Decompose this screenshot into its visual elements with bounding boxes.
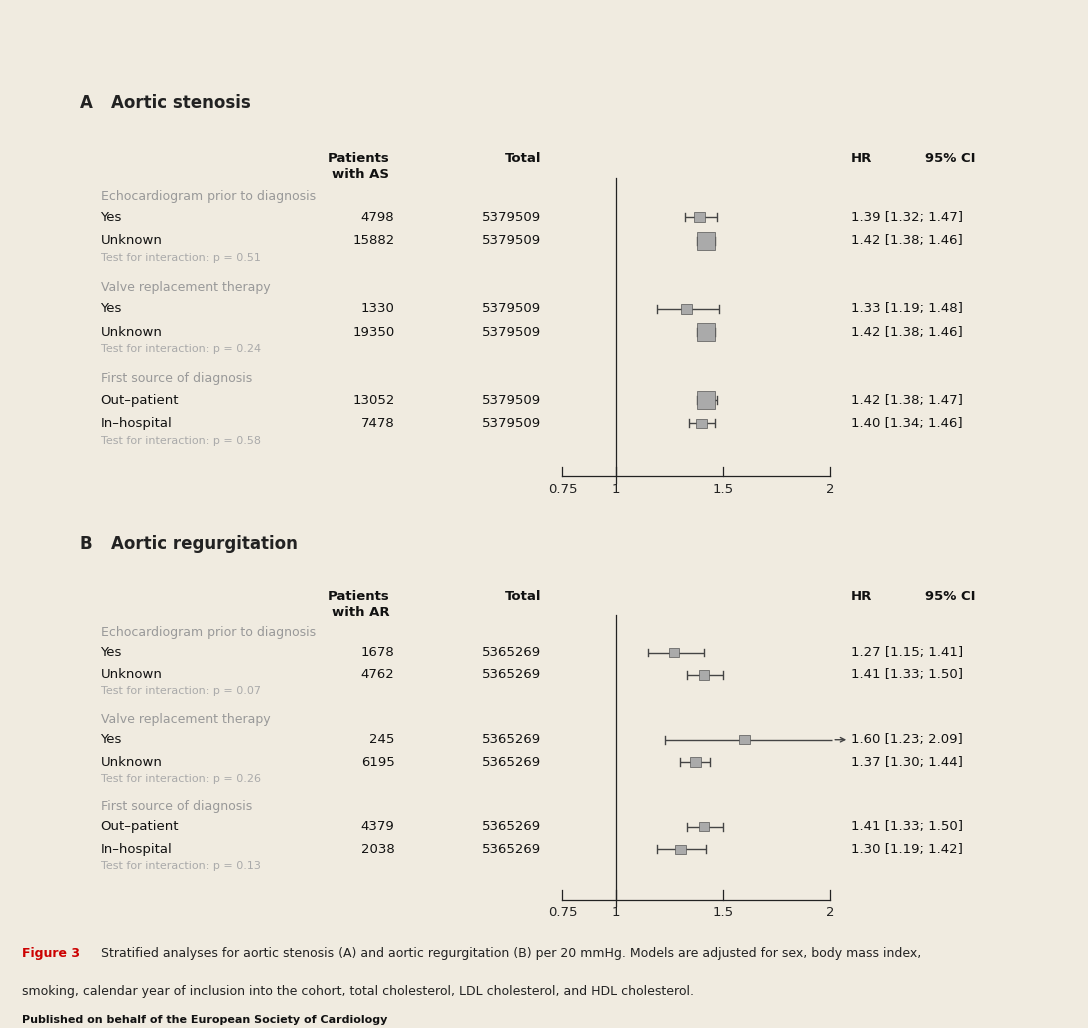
Text: 0.75: 0.75 [547, 483, 578, 497]
Text: 5379509: 5379509 [482, 417, 542, 430]
Text: Published on behalf of the European Society of Cardiology: Published on behalf of the European Soci… [22, 1016, 387, 1025]
Text: Test for interaction: p = 0.26: Test for interaction: p = 0.26 [100, 774, 260, 783]
Text: 1: 1 [611, 483, 620, 497]
Text: 0.75: 0.75 [547, 906, 578, 919]
Text: Figure 3: Figure 3 [22, 947, 79, 960]
Text: Total: Total [505, 590, 542, 602]
Text: 19350: 19350 [353, 326, 395, 338]
Text: 1678: 1678 [361, 647, 395, 659]
Text: 1.40 [1.34; 1.46]: 1.40 [1.34; 1.46] [851, 417, 963, 430]
Text: Unknown: Unknown [100, 668, 162, 682]
Bar [690, 758, 701, 767]
Text: Test for interaction: p = 0.13: Test for interaction: p = 0.13 [100, 860, 260, 871]
Text: 5379509: 5379509 [482, 211, 542, 224]
Text: Test for interaction: p = 0.07: Test for interaction: p = 0.07 [100, 687, 260, 697]
Text: First source of diagnosis: First source of diagnosis [100, 800, 251, 813]
Text: 245: 245 [369, 733, 395, 746]
Text: Patients
with AS: Patients with AS [327, 151, 390, 181]
Text: 1.41 [1.33; 1.50]: 1.41 [1.33; 1.50] [851, 820, 963, 834]
Text: Out–patient: Out–patient [100, 394, 180, 406]
Text: 4762: 4762 [361, 668, 395, 682]
Text: Echocardiogram prior to diagnosis: Echocardiogram prior to diagnosis [100, 626, 316, 639]
Text: Aortic stenosis: Aortic stenosis [111, 94, 250, 112]
Text: 5379509: 5379509 [482, 234, 542, 248]
Bar [696, 232, 716, 250]
Text: Test for interaction: p = 0.58: Test for interaction: p = 0.58 [100, 436, 260, 446]
Bar [696, 323, 716, 341]
Text: 4379: 4379 [361, 820, 395, 834]
Text: 1.27 [1.15; 1.41]: 1.27 [1.15; 1.41] [851, 647, 963, 659]
Text: 4798: 4798 [361, 211, 395, 224]
Text: B: B [79, 535, 92, 553]
Text: In–hospital: In–hospital [100, 843, 172, 855]
Text: 5379509: 5379509 [482, 302, 542, 316]
Text: Out–patient: Out–patient [100, 820, 180, 834]
Text: HR: HR [851, 590, 873, 602]
Text: 1.42 [1.38; 1.46]: 1.42 [1.38; 1.46] [851, 326, 963, 338]
Text: 1.39 [1.32; 1.47]: 1.39 [1.32; 1.47] [851, 211, 963, 224]
Bar [696, 392, 716, 409]
Text: 15882: 15882 [353, 234, 395, 248]
Text: 1.5: 1.5 [713, 483, 733, 497]
Text: 95% CI: 95% CI [925, 590, 975, 602]
Text: 13052: 13052 [353, 394, 395, 406]
Text: 1.42 [1.38; 1.46]: 1.42 [1.38; 1.46] [851, 234, 963, 248]
Bar [694, 213, 705, 222]
Text: 1.37 [1.30; 1.44]: 1.37 [1.30; 1.44] [851, 756, 963, 769]
Text: Test for interaction: p = 0.51: Test for interaction: p = 0.51 [100, 253, 260, 263]
Bar [698, 822, 709, 832]
Text: 1.42 [1.38; 1.47]: 1.42 [1.38; 1.47] [851, 394, 963, 406]
Bar [739, 735, 750, 744]
Text: 5379509: 5379509 [482, 394, 542, 406]
Text: 5365269: 5365269 [482, 756, 542, 769]
Text: 5365269: 5365269 [482, 668, 542, 682]
Text: 2038: 2038 [361, 843, 395, 855]
Text: 5379509: 5379509 [482, 326, 542, 338]
Text: 1330: 1330 [360, 302, 395, 316]
Text: Yes: Yes [100, 733, 122, 746]
Text: Yes: Yes [100, 211, 122, 224]
Bar [669, 648, 679, 657]
Text: 5365269: 5365269 [482, 733, 542, 746]
Text: 1.60 [1.23; 2.09]: 1.60 [1.23; 2.09] [851, 733, 963, 746]
Text: Unknown: Unknown [100, 756, 162, 769]
Text: 1.5: 1.5 [713, 906, 733, 919]
Text: 7478: 7478 [361, 417, 395, 430]
Text: First source of diagnosis: First source of diagnosis [100, 372, 251, 386]
Text: 1.41 [1.33; 1.50]: 1.41 [1.33; 1.50] [851, 668, 963, 682]
Text: Patients
with AR: Patients with AR [327, 590, 390, 619]
Text: Valve replacement therapy: Valve replacement therapy [100, 281, 270, 294]
Text: Aortic regurgitation: Aortic regurgitation [111, 535, 298, 553]
Text: 2: 2 [826, 483, 834, 497]
Text: Unknown: Unknown [100, 326, 162, 338]
Text: Yes: Yes [100, 302, 122, 316]
Text: HR: HR [851, 151, 873, 164]
Text: Stratified analyses for aortic stenosis (A) and aortic regurgitation (B) per 20 : Stratified analyses for aortic stenosis … [97, 947, 922, 960]
Text: 6195: 6195 [361, 756, 395, 769]
Text: 5365269: 5365269 [482, 647, 542, 659]
Text: Echocardiogram prior to diagnosis: Echocardiogram prior to diagnosis [100, 190, 316, 203]
Bar [681, 304, 692, 314]
Text: Valve replacement therapy: Valve replacement therapy [100, 713, 270, 726]
Text: A: A [79, 94, 92, 112]
Text: 5365269: 5365269 [482, 820, 542, 834]
Bar [696, 418, 707, 429]
Text: 1.33 [1.19; 1.48]: 1.33 [1.19; 1.48] [851, 302, 963, 316]
Text: Total: Total [505, 151, 542, 164]
Text: In–hospital: In–hospital [100, 417, 172, 430]
Text: 5365269: 5365269 [482, 843, 542, 855]
Text: 2: 2 [826, 906, 834, 919]
Text: 1.30 [1.19; 1.42]: 1.30 [1.19; 1.42] [851, 843, 963, 855]
Text: 95% CI: 95% CI [925, 151, 975, 164]
Text: Unknown: Unknown [100, 234, 162, 248]
Text: 1: 1 [611, 906, 620, 919]
Text: Yes: Yes [100, 647, 122, 659]
Text: smoking, calendar year of inclusion into the cohort, total cholesterol, LDL chol: smoking, calendar year of inclusion into… [22, 985, 694, 998]
Bar [698, 670, 709, 680]
Bar [675, 845, 685, 854]
Text: Test for interaction: p = 0.24: Test for interaction: p = 0.24 [100, 344, 261, 355]
